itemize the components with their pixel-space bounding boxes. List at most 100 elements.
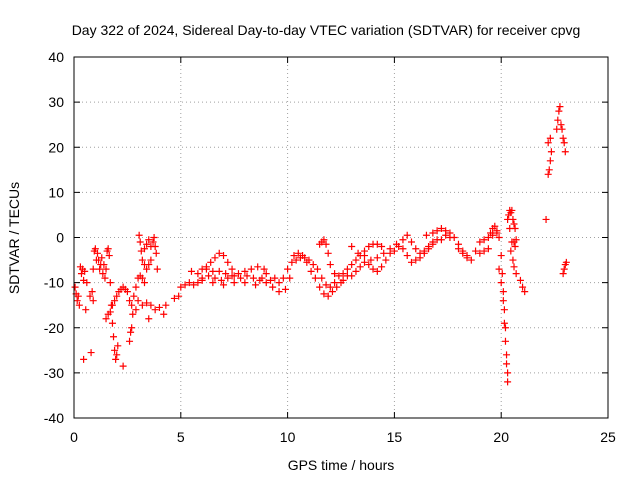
data-point bbox=[119, 362, 127, 370]
data-point bbox=[501, 324, 509, 332]
data-point bbox=[138, 301, 146, 309]
data-point bbox=[403, 252, 411, 260]
data-point bbox=[512, 236, 520, 244]
data-point bbox=[138, 274, 146, 282]
data-point bbox=[73, 297, 81, 305]
data-point bbox=[360, 252, 368, 260]
data-point bbox=[326, 261, 334, 269]
data-point bbox=[106, 308, 114, 316]
data-point bbox=[429, 238, 437, 246]
y-tick-label-10: 10 bbox=[48, 184, 64, 200]
data-point bbox=[373, 254, 381, 262]
x-tick-label-10: 10 bbox=[280, 429, 296, 445]
data-point bbox=[556, 103, 564, 111]
data-point bbox=[271, 274, 279, 282]
data-point bbox=[177, 283, 185, 291]
data-points bbox=[71, 103, 570, 386]
data-point bbox=[132, 306, 140, 314]
data-point bbox=[378, 263, 386, 271]
data-point bbox=[348, 243, 356, 251]
data-point bbox=[365, 261, 373, 269]
data-point bbox=[267, 276, 275, 284]
data-point bbox=[555, 107, 563, 115]
data-point bbox=[507, 247, 515, 255]
data-point bbox=[484, 245, 492, 253]
data-point bbox=[320, 236, 328, 244]
data-point bbox=[545, 166, 553, 174]
data-point bbox=[143, 240, 151, 248]
data-point bbox=[138, 256, 146, 264]
data-point bbox=[114, 342, 122, 350]
data-point bbox=[560, 265, 568, 273]
data-point bbox=[140, 279, 148, 287]
data-point bbox=[512, 270, 520, 278]
data-point bbox=[211, 254, 219, 262]
data-point bbox=[74, 292, 82, 300]
y-tick-label--20: -20 bbox=[44, 320, 64, 336]
data-point bbox=[145, 261, 153, 269]
data-point bbox=[546, 134, 554, 142]
data-point bbox=[149, 238, 157, 246]
x-axis-label: GPS time / hours bbox=[288, 457, 395, 473]
data-point bbox=[503, 351, 511, 359]
data-point bbox=[390, 247, 398, 255]
data-point bbox=[105, 252, 113, 260]
data-point bbox=[324, 249, 332, 257]
data-point bbox=[299, 252, 307, 260]
data-point bbox=[129, 310, 137, 318]
data-point bbox=[429, 229, 437, 237]
data-point bbox=[234, 270, 242, 278]
data-point bbox=[275, 288, 283, 296]
data-point bbox=[162, 301, 170, 309]
data-point bbox=[241, 267, 249, 275]
data-point bbox=[110, 333, 118, 341]
data-point bbox=[290, 252, 298, 260]
data-point bbox=[113, 351, 121, 359]
data-point bbox=[412, 245, 420, 253]
data-point bbox=[420, 247, 428, 255]
data-point bbox=[501, 337, 509, 345]
y-tick-label-20: 20 bbox=[48, 139, 64, 155]
data-point bbox=[558, 125, 566, 133]
data-point bbox=[181, 281, 189, 289]
data-point bbox=[504, 378, 512, 386]
data-point bbox=[80, 355, 88, 363]
data-point bbox=[87, 349, 95, 357]
x-tick-label-20: 20 bbox=[493, 429, 509, 445]
data-point bbox=[151, 306, 159, 314]
data-point bbox=[557, 121, 565, 129]
data-point bbox=[506, 224, 514, 232]
data-point bbox=[145, 315, 153, 323]
data-point bbox=[101, 274, 109, 282]
data-point bbox=[519, 283, 527, 291]
data-point bbox=[425, 243, 433, 251]
data-point bbox=[205, 272, 213, 280]
data-point bbox=[378, 243, 386, 251]
data-point bbox=[454, 245, 462, 253]
data-point bbox=[91, 245, 99, 253]
data-point bbox=[288, 258, 296, 266]
data-point bbox=[198, 274, 206, 282]
data-point bbox=[508, 238, 516, 246]
y-tick-label-40: 40 bbox=[48, 49, 64, 65]
data-point bbox=[311, 274, 319, 282]
data-point bbox=[194, 270, 202, 278]
data-point bbox=[136, 238, 144, 246]
data-point bbox=[412, 256, 420, 264]
data-point bbox=[175, 292, 183, 300]
data-point bbox=[442, 227, 450, 235]
data-point bbox=[542, 215, 550, 223]
data-point bbox=[209, 279, 217, 287]
data-point bbox=[145, 236, 153, 244]
y-axis-label: SDTVAR / TECUs bbox=[6, 182, 22, 294]
data-point bbox=[499, 297, 507, 305]
data-point bbox=[403, 231, 411, 239]
data-point bbox=[89, 265, 97, 273]
y-axis-ticks: -40 -30 -20 -10 0 10 20 30 40 bbox=[44, 49, 608, 426]
data-point bbox=[89, 297, 97, 305]
data-point bbox=[252, 281, 260, 289]
data-point bbox=[108, 301, 116, 309]
data-point bbox=[294, 249, 302, 257]
data-point bbox=[292, 256, 300, 264]
